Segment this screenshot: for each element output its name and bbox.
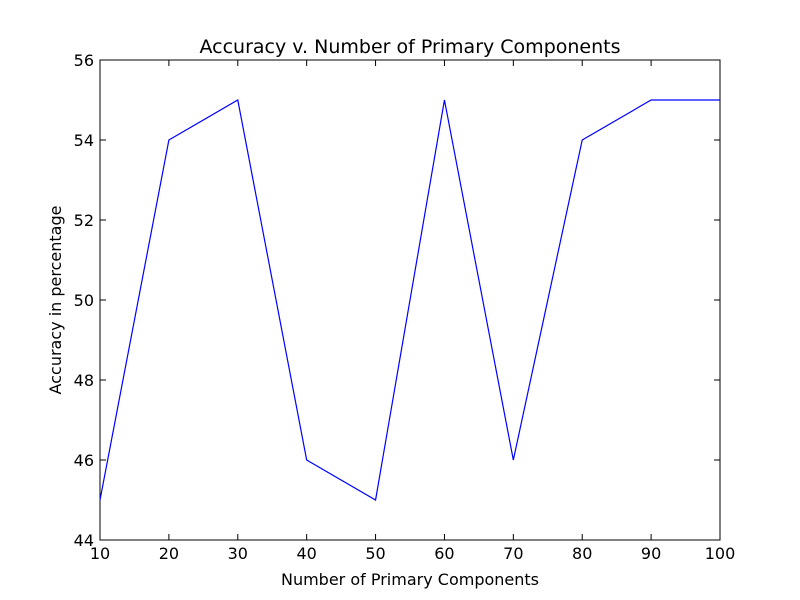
- x-tick-label: 20: [159, 544, 179, 563]
- y-tick-label: 56: [74, 51, 94, 70]
- x-tick-label: 40: [296, 544, 316, 563]
- y-tick-label: 52: [74, 211, 94, 230]
- y-axis-label: Accuracy in percentage: [46, 206, 65, 395]
- series-line: [99, 99, 720, 501]
- y-tick-label: 44: [74, 531, 94, 550]
- y-tick-label: 48: [74, 371, 94, 390]
- y-tick-label: 54: [74, 131, 94, 150]
- x-tick-label: 10: [90, 544, 110, 563]
- y-tick-label: 46: [74, 451, 94, 470]
- axis-ticks: [99, 59, 721, 541]
- axis-tick-labels: 10 20 30 40 50 60 70 80 90 100 44 46 48 50 52 54 56: [74, 51, 736, 563]
- x-tick-label: 100: [705, 544, 736, 563]
- x-axis-label: Number of Primary Components: [281, 570, 539, 589]
- x-tick-label: 80: [572, 544, 592, 563]
- x-tick-label: 30: [228, 544, 248, 563]
- x-tick-label: 90: [641, 544, 661, 563]
- x-tick-label: 50: [365, 544, 385, 563]
- chart-title: Accuracy v. Number of Primary Components: [199, 36, 620, 58]
- x-tick-label: 60: [434, 544, 454, 563]
- plot-area: 10 20 30 40 50 60 70 80 90 100 44 46 48 50 52 54 56: [74, 51, 736, 563]
- x-tick-label: 70: [503, 544, 523, 563]
- y-tick-label: 50: [74, 291, 94, 310]
